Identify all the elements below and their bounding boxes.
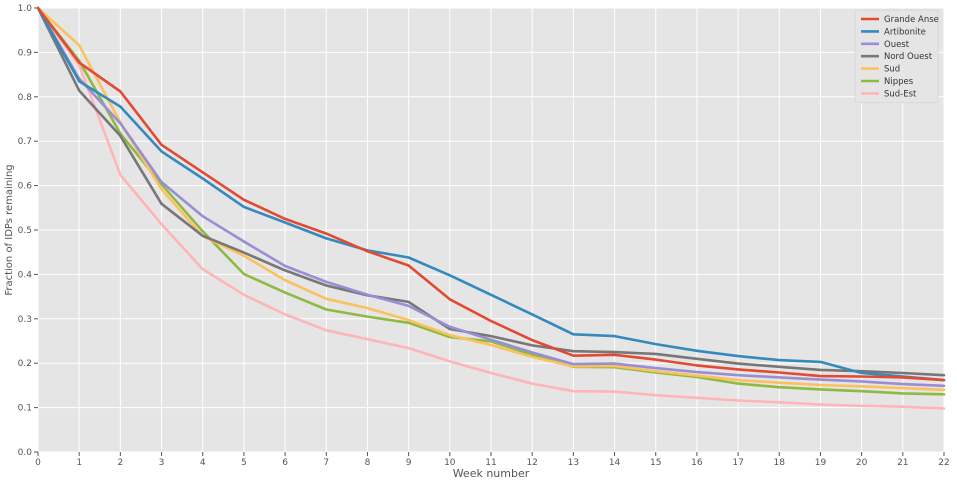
series-line-grande-anse [36, 6, 946, 382]
y-tick-label: 0.9 [18, 48, 33, 58]
x-tick-label: 5 [241, 458, 247, 468]
y-tick-label: 0.2 [18, 359, 32, 369]
series-line-nord-ouest [36, 6, 946, 377]
x-tick-label: 19 [815, 458, 827, 468]
x-tick-label: 9 [406, 458, 412, 468]
legend-box [854, 9, 939, 104]
x-tick-label: 4 [200, 458, 206, 468]
legend-label-sud: Sud [884, 65, 900, 75]
x-tick-label: 17 [732, 458, 743, 468]
y-tick-label: 0.7 [18, 137, 32, 147]
legend-label-sud-est: Sud-Est [884, 89, 917, 99]
y-tick-label: 0.1 [18, 404, 32, 414]
legend-label-nippes: Nippes [884, 77, 914, 87]
x-tick-label: 14 [609, 458, 621, 468]
y-tick-label: 1.0 [18, 4, 33, 14]
legend: Grande Anse Artibonite Ouest Nord Ouest Sud N… [854, 9, 939, 104]
x-tick-label: 15 [650, 458, 661, 468]
x-tick-label: 8 [365, 458, 371, 468]
series-line-sud [36, 6, 946, 392]
x-tick-label: 12 [526, 458, 537, 468]
x-tick-label: 22 [938, 458, 949, 468]
series-line-artibonite [36, 6, 946, 382]
x-tick-label: 2 [117, 458, 123, 468]
series-lines [36, 6, 946, 410]
x-tick-label: 21 [897, 458, 908, 468]
x-tick-label: 20 [856, 458, 868, 468]
x-tick-label: 6 [282, 458, 288, 468]
x-tick-label: 7 [323, 458, 329, 468]
x-tick-label: 16 [691, 458, 703, 468]
legend-label-nord-ouest: Nord Ouest [884, 52, 933, 62]
x-tick-label: 18 [774, 458, 786, 468]
y-tick-label: 0.0 [18, 448, 33, 458]
y-tick-label: 0.3 [18, 315, 32, 325]
legend-label-ouest: Ouest [884, 40, 910, 50]
y-tick-label: 0.8 [18, 93, 33, 103]
x-axis-label: Week number [453, 467, 530, 480]
series-line-nippes [36, 6, 946, 396]
x-tick-label: 11 [485, 458, 496, 468]
x-tick-label: 3 [159, 458, 165, 468]
legend-label-grande-anse: Grande Anse [884, 15, 939, 25]
x-tick-label: 1 [76, 458, 82, 468]
x-tick-label: 10 [444, 458, 456, 468]
y-tick-label: 0.6 [18, 182, 33, 192]
axis-ticks: 0 1 2 3 4 5 6 7 8 9 10 11 12 13 14 15 16 17 18 19 20 21 220.00… [18, 4, 950, 468]
y-tick-label: 0.4 [18, 270, 33, 280]
legend-label-artibonite: Artibonite [884, 27, 926, 37]
x-tick-label: 0 [35, 458, 41, 468]
series-line-sud-est [36, 6, 946, 410]
grid [37, 7, 945, 453]
x-tick-label: 13 [568, 458, 579, 468]
series-line-ouest [36, 6, 946, 388]
y-tick-label: 0.5 [18, 226, 32, 236]
y-axis-label: Fraction of IDPs remaining [4, 164, 15, 295]
